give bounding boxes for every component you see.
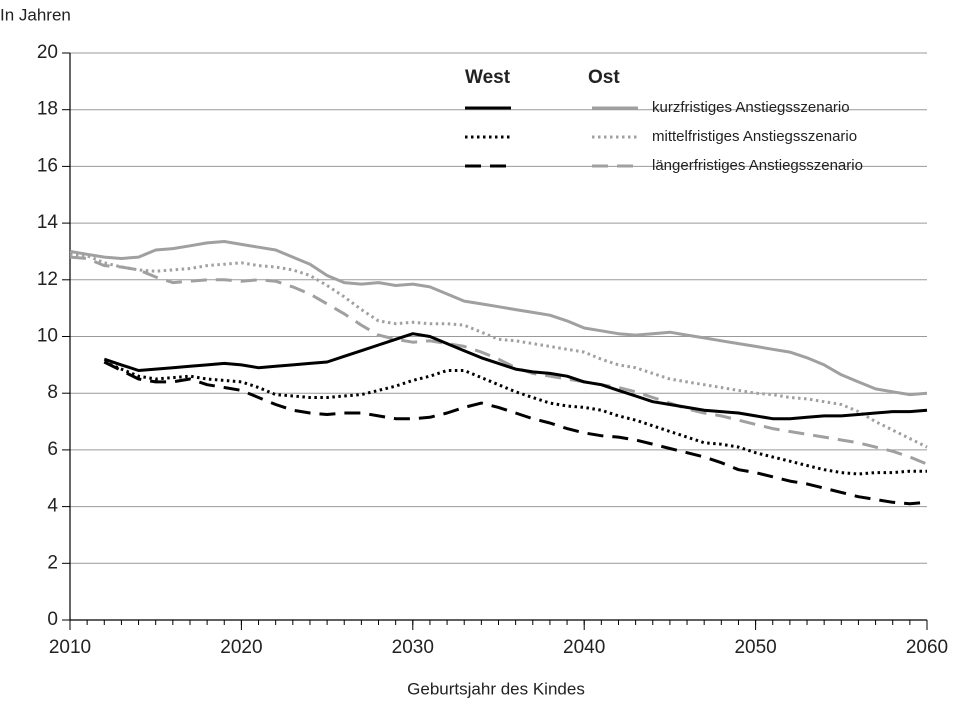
series-line — [103, 360, 928, 506]
legend-title: West — [465, 67, 511, 88]
x-tick-label: 2010 — [49, 637, 91, 658]
x-tick-label: 2020 — [220, 637, 262, 658]
legend-label: mittelfristiges Anstiegsszenario — [652, 128, 857, 145]
y-tick-label: 4 — [47, 496, 58, 517]
x-tick-label: 2060 — [906, 637, 948, 658]
y-tick-label: 8 — [47, 382, 58, 403]
y-tick-label: 16 — [37, 155, 58, 176]
y-tick-label: 6 — [47, 439, 58, 460]
y-tick-label: 20 — [37, 42, 58, 63]
y-tick-label: 14 — [37, 212, 59, 233]
legend-label: kurzfristiges Anstiegsszenario — [652, 99, 850, 116]
series-line — [103, 332, 928, 421]
series-line — [69, 255, 928, 466]
y-axis-label: In Jahren — [0, 5, 71, 24]
y-tick-label: 0 — [47, 609, 58, 630]
x-tick-label: 2050 — [734, 637, 776, 658]
y-tick-label: 18 — [37, 99, 58, 120]
x-tick-label: 2030 — [392, 637, 434, 658]
y-tick-label: 2 — [47, 552, 58, 573]
series-line — [69, 240, 928, 397]
legend-label: längerfristiges Anstiegsszenario — [652, 157, 863, 174]
x-tick-label: 2040 — [563, 637, 605, 658]
series-line — [103, 360, 927, 476]
x-axis-label: Geburtsjahr des Kindes — [407, 679, 585, 698]
legend-title: Ost — [588, 67, 620, 88]
y-tick-label: 12 — [37, 269, 58, 290]
series-line — [69, 252, 928, 449]
y-tick-label: 10 — [37, 326, 58, 347]
